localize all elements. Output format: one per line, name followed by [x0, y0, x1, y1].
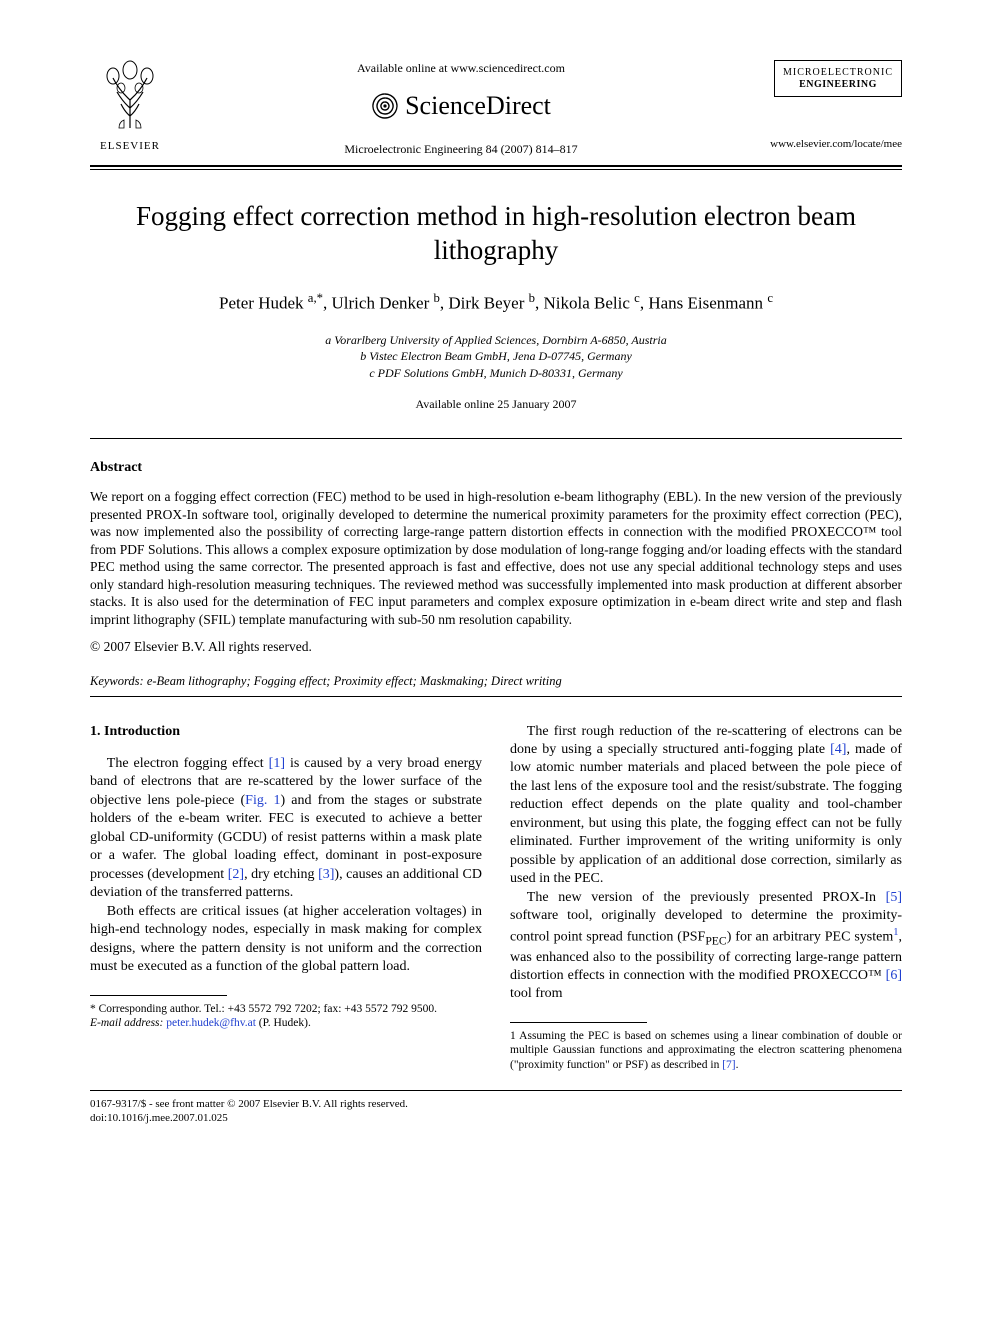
right-para-1: The first rough reduction of the re-scat… [510, 723, 902, 889]
text: The electron fogging effect [107, 756, 269, 771]
email-suffix: (P. Hudek). [256, 1017, 311, 1029]
journal-url: www.elsevier.com/locate/mee [752, 137, 902, 152]
email-label: E-mail address: [90, 1017, 166, 1029]
affiliation-b: b Vistec Electron Beam GmbH, Jena D-0774… [90, 348, 902, 365]
abstract-body: We report on a fogging effect correction… [90, 488, 902, 628]
body-columns: 1. Introduction The electron fogging eff… [90, 723, 902, 1073]
authors-line: Peter Hudek a,*, Ulrich Denker b, Dirk B… [90, 290, 902, 316]
email-link[interactable]: peter.hudek@fhv.at [166, 1017, 256, 1029]
left-para-2: Both effects are critical issues (at hig… [90, 903, 482, 977]
email-line: E-mail address: peter.hudek@fhv.at (P. H… [90, 1016, 482, 1030]
journal-citation-line: Microelectronic Engineering 84 (2007) 81… [190, 141, 732, 157]
right-column: The first rough reduction of the re-scat… [510, 723, 902, 1073]
text: , made of low atomic number materials an… [510, 742, 902, 886]
elsevier-tree-icon [99, 60, 161, 130]
text: ) for an arbitrary PEC system [727, 929, 894, 944]
right-para-2: The new version of the previously presen… [510, 889, 902, 1004]
available-online-text: Available online at www.sciencedirect.co… [190, 60, 732, 76]
affiliation-a: a Vorarlberg University of Applied Scien… [90, 332, 902, 349]
affiliation-c: c PDF Solutions GmbH, Munich D-80331, Ge… [90, 365, 902, 382]
article-title: Fogging effect correction method in high… [90, 200, 902, 268]
ref-4-link[interactable]: [4] [830, 742, 846, 757]
abstract-heading: Abstract [90, 459, 902, 478]
journal-logo-box: MICROELECTRONIC ENGINEERING [774, 60, 902, 97]
bottom-info: 0167-9317/$ - see front matter © 2007 El… [90, 1097, 902, 1126]
footnote-left: * Corresponding author. Tel.: +43 5572 7… [90, 1002, 482, 1031]
doi-line: doi:10.1016/j.mee.2007.01.025 [90, 1111, 902, 1125]
left-column: 1. Introduction The electron fogging eff… [90, 723, 482, 1073]
keywords-text: e-Beam lithography; Fogging effect; Prox… [147, 674, 562, 688]
journal-logo-line1: MICROELECTRONIC [783, 67, 893, 79]
bottom-rule [90, 1090, 902, 1091]
keywords-label: Keywords: [90, 674, 144, 688]
text: . [736, 1059, 739, 1071]
ref-5-link[interactable]: [5] [886, 890, 902, 905]
ref-1-link[interactable]: [1] [269, 756, 285, 771]
sciencedirect-swirl-icon [371, 92, 399, 120]
right-header: MICROELECTRONIC ENGINEERING www.elsevier… [752, 60, 902, 152]
text: The new version of the previously presen… [527, 890, 886, 905]
sciencedirect-brand: ScienceDirect [190, 88, 732, 123]
ref-3-link[interactable]: [3] [318, 867, 334, 882]
left-para-1: The electron fogging effect [1] is cause… [90, 755, 482, 903]
center-header: Available online at www.sciencedirect.co… [170, 60, 752, 157]
header-rule-thick [90, 165, 902, 167]
ref-2-link[interactable]: [2] [228, 867, 244, 882]
rule-before-abstract [90, 438, 902, 439]
elsevier-logo: ELSEVIER [90, 60, 170, 154]
corresponding-author: * Corresponding author. Tel.: +43 5572 7… [90, 1002, 482, 1016]
footnote-1-text: 1 Assuming the PEC is based on schemes u… [510, 1030, 902, 1071]
sciencedirect-text: ScienceDirect [405, 88, 551, 123]
journal-logo-line2: ENGINEERING [783, 79, 893, 91]
available-online-date: Available online 25 January 2007 [90, 396, 902, 412]
footnote-rule-right [510, 1022, 647, 1023]
subscript-pec: PEC [705, 934, 726, 947]
ref-7-link[interactable]: [7] [722, 1059, 735, 1071]
footnote-right: 1 Assuming the PEC is based on schemes u… [510, 1029, 902, 1072]
keywords-line: Keywords: e-Beam lithography; Fogging ef… [90, 673, 902, 690]
text: tool from [510, 986, 563, 1001]
section-1-heading: 1. Introduction [90, 723, 482, 741]
affiliations: a Vorarlberg University of Applied Scien… [90, 332, 902, 382]
text: , dry etching [244, 867, 318, 882]
footnote-rule-left [90, 995, 227, 996]
fig-1-link[interactable]: Fig. 1 [245, 793, 280, 808]
ref-6-link[interactable]: [6] [886, 968, 902, 983]
rule-after-keywords [90, 696, 902, 697]
issn-copyright: 0167-9317/$ - see front matter © 2007 El… [90, 1097, 902, 1111]
copyright-line: © 2007 Elsevier B.V. All rights reserved… [90, 638, 902, 656]
header-rule-thin [90, 169, 902, 170]
page-header: ELSEVIER Available online at www.science… [90, 60, 902, 157]
elsevier-label: ELSEVIER [90, 139, 170, 154]
